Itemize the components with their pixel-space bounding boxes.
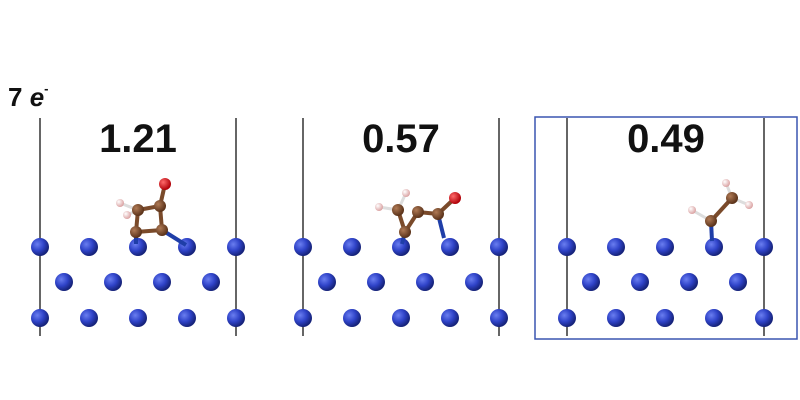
electron-count-label: 7 e- [8,82,49,110]
hydrogen-atom [375,203,383,211]
surface-atoms [558,238,773,327]
electron-number: 7 [8,82,23,112]
panel-1-label: 1.21 [3,105,273,345]
electron-symbol: e [29,82,45,112]
hydrogen-atom [688,206,696,214]
oxygen-atom [159,178,171,190]
carbon-atom [399,226,411,238]
carbon-atom [705,215,717,227]
panel-3 [534,116,798,340]
carbon-atom [392,204,404,216]
energy-value: 0.57 [362,117,440,161]
energy-value: 0.49 [627,117,705,161]
carbon-atom [156,224,168,236]
carbon-atom [130,226,142,238]
panel-2 [294,118,508,336]
panel-1 [31,118,245,336]
carbon-atom [132,204,144,216]
adsorbate-2 [375,189,461,245]
carbon-atom [412,206,424,218]
panel-2-label: 0.57 [266,105,536,345]
hydrogen-atom [745,201,753,209]
adsorbate-3 [688,179,753,242]
surface-atoms [294,238,508,327]
hydrogen-atom [116,199,124,207]
panel-3-label: 0.49 [531,105,800,345]
oxygen-atom [449,192,461,204]
hydrogen-atom [722,179,730,187]
hydrogen-atom [123,211,131,219]
carbon-atom [154,200,166,212]
carbon-atom [726,192,738,204]
highlight-box [534,116,798,340]
hydrogen-atom [402,189,410,197]
electron-charge: - [44,81,49,96]
energy-value: 1.21 [99,117,177,161]
adsorbate-1 [116,178,188,247]
carbon-atom [432,208,444,220]
